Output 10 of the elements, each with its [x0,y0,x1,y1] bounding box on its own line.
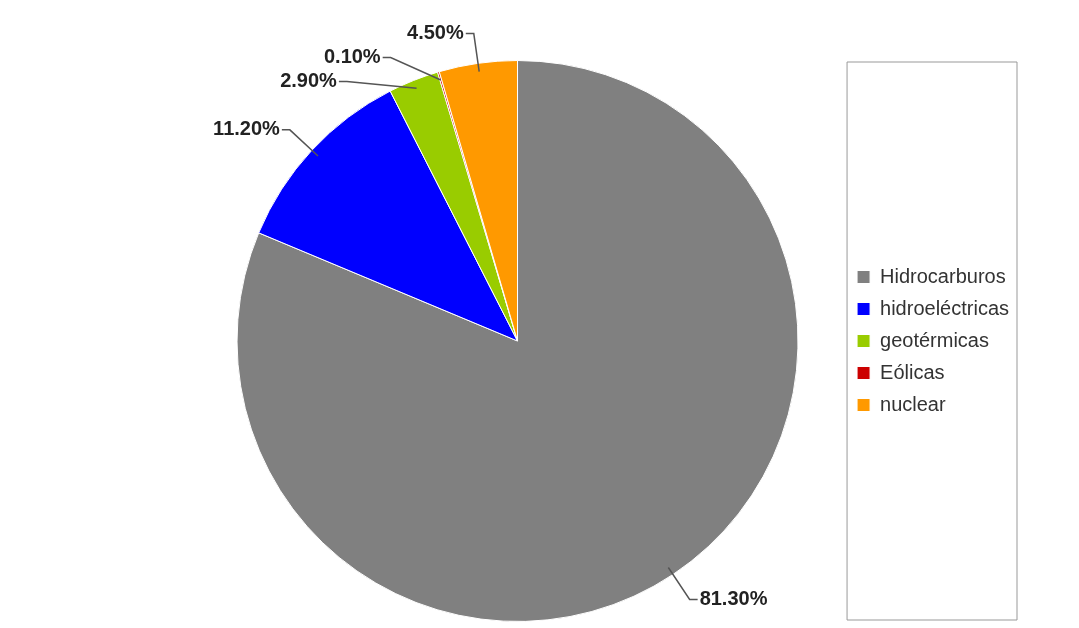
legend-label: nuclear [880,392,946,415]
legend-label: geotérmicas [880,328,989,351]
legend-label: Eólicas [880,360,945,383]
data-label: 4.50% [407,21,464,44]
legend-label: hidroeléctricas [880,296,1010,319]
data-label: 2.90% [280,69,338,92]
data-label: 11.20% [213,117,281,140]
data-label: 81.30% [699,586,768,609]
legend-label: Hidrocarburos [880,264,1006,287]
data-label: 0.10% [323,45,381,68]
